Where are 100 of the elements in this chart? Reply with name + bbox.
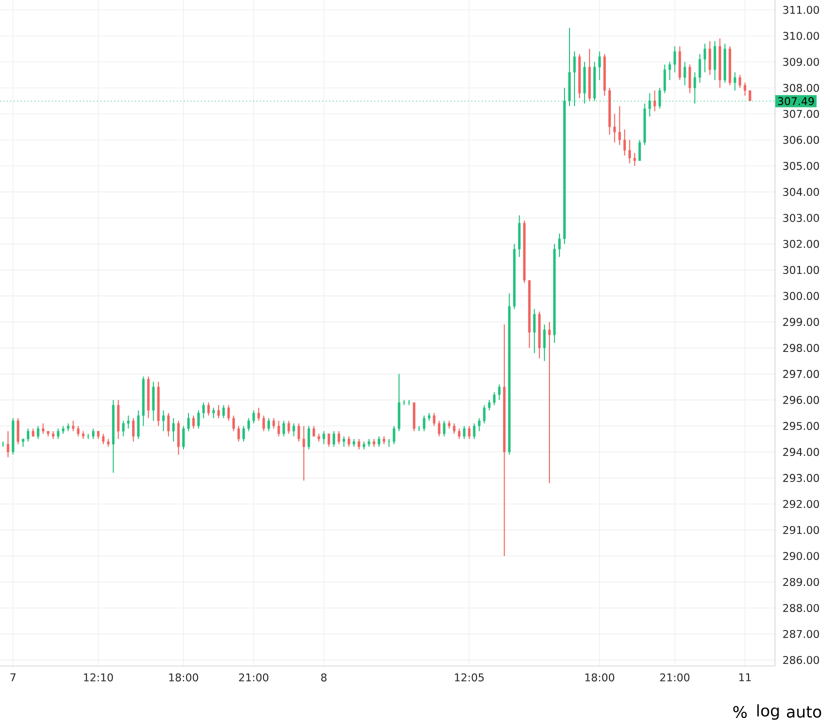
y-tick-label: 294.00 (783, 448, 819, 456)
y-tick-label: 305.00 (783, 162, 819, 170)
candlestick (543, 324, 546, 362)
candlestick (668, 61, 671, 81)
candlestick (72, 420, 74, 432)
candlestick (638, 139, 641, 162)
candlestick (192, 415, 195, 430)
candlestick (342, 436, 346, 448)
candlestick (308, 425, 310, 450)
x-tick-label: 18:00 (169, 673, 198, 682)
candlestick (714, 40, 716, 81)
text: log (757, 704, 779, 720)
y-tick-label: 304.00 (783, 188, 819, 196)
y-tick-label: 295.00 (783, 422, 819, 430)
candlestick (162, 410, 165, 432)
candlestick (498, 384, 501, 400)
candlestick (623, 129, 626, 156)
candlestick (26, 428, 30, 442)
candlestick (102, 433, 105, 445)
candlestick (422, 415, 426, 432)
y-tick-label: 287.00 (783, 630, 819, 638)
candlestick (704, 43, 706, 73)
y-tick-label: 298.00 (783, 344, 819, 352)
candlestick (674, 46, 676, 73)
y-tick-label: 307.00 (783, 110, 819, 118)
x-tick-label: 7 (10, 673, 16, 682)
y-tick-label: 288.00 (783, 604, 819, 612)
candlestick (452, 422, 456, 434)
text: auto (786, 706, 822, 718)
candlestick (332, 430, 336, 448)
candlestick (533, 308, 536, 354)
candlestick (222, 404, 225, 419)
candlestick (6, 430, 10, 458)
candlestick (684, 61, 686, 86)
candlestick (56, 428, 60, 440)
candlestick (628, 139, 631, 164)
ref-line-label: 307.49 (778, 97, 814, 106)
candlestick (748, 90, 752, 102)
y-tick-label: 290.00 (783, 552, 819, 560)
candlestick (132, 418, 135, 442)
y-tick-label: 302.00 (783, 240, 819, 248)
y-tick-label: 306.00 (783, 136, 819, 144)
y-tick-label: 309.00 (783, 58, 819, 66)
candlestick (237, 425, 240, 442)
candlestick (187, 412, 190, 432)
candlestick (338, 430, 340, 445)
candlestick (633, 152, 636, 166)
candlestick (613, 113, 616, 144)
candlestick (298, 422, 300, 442)
candlestick (302, 425, 306, 482)
candlestick (388, 438, 390, 448)
candlestick (468, 425, 470, 440)
y-tick-label: 310.00 (783, 32, 819, 40)
candlestick (432, 412, 436, 426)
candlestick (698, 54, 702, 84)
candlestick (167, 412, 170, 437)
text: % (733, 706, 747, 718)
candlestick (36, 425, 40, 440)
candlestick (734, 72, 736, 91)
candlestick (322, 430, 326, 445)
candlestick (42, 422, 44, 434)
candlestick (473, 422, 476, 440)
y-tick-label: 311.00 (783, 6, 819, 14)
x-tick-label: 12:10 (84, 673, 113, 682)
candlestick (262, 415, 265, 432)
candlestick (664, 64, 666, 94)
candlestick (438, 420, 440, 437)
y-tick-label: 297.00 (783, 370, 819, 378)
candlestick (653, 90, 656, 112)
candlestick (282, 420, 285, 437)
y-tick-label: 296.00 (783, 396, 819, 404)
candlestick (688, 64, 692, 94)
candlestick (207, 402, 210, 416)
candlestick (708, 40, 712, 76)
candlestick (458, 428, 460, 440)
y-tick-label: 292.00 (783, 500, 819, 508)
candlestick (272, 418, 275, 430)
candlestick (744, 82, 746, 96)
candlestick (232, 415, 235, 432)
y-tick-label: 301.00 (783, 266, 819, 274)
y-tick-label: 300.00 (783, 292, 819, 300)
x-tick-label: 11 (739, 673, 751, 682)
candlestick (442, 420, 446, 437)
candlestick (288, 420, 290, 434)
candlestick (172, 418, 175, 442)
x-tick-label: 21:00 (239, 673, 268, 682)
candlestick (738, 74, 742, 88)
candlestick (242, 425, 245, 442)
candlestick (92, 428, 94, 440)
candlestick (558, 233, 561, 258)
candlestick (548, 321, 551, 484)
candlestick (392, 425, 396, 445)
candlestick (177, 420, 180, 456)
candlestick (182, 425, 185, 450)
candlestick (137, 410, 140, 440)
candlestick (127, 415, 130, 430)
candlestick (267, 418, 270, 432)
candlestick (247, 418, 250, 432)
candlestick (618, 106, 621, 146)
candlestick (478, 418, 480, 432)
